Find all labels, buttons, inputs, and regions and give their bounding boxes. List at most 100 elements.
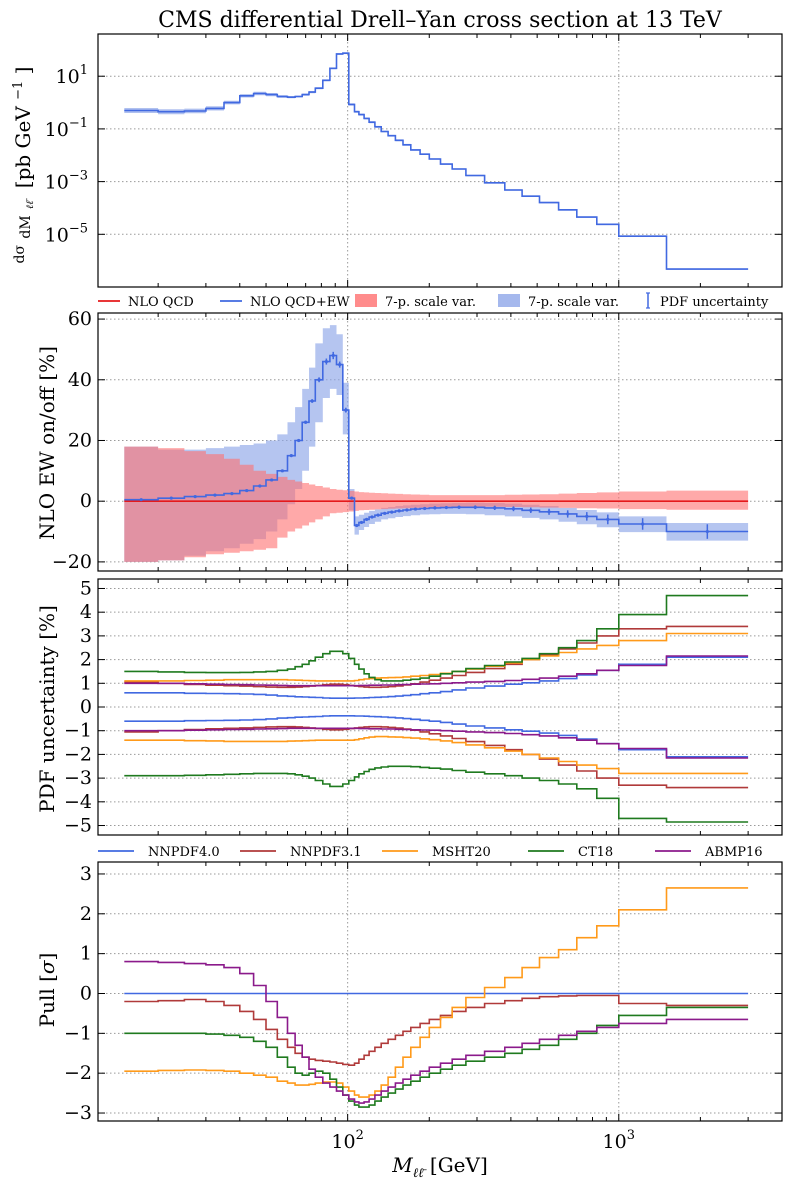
tick-base: 10 (603, 1131, 627, 1153)
y-tick-label: 2 (80, 649, 92, 671)
y-axis-label-pull: Pull [σ] (35, 953, 59, 1028)
x-axis-label: Mℓℓ̄ [GeV] (391, 1153, 488, 1181)
grid (98, 579, 782, 835)
data-point (413, 507, 418, 511)
tick-exponent: 2 (356, 1128, 364, 1143)
legend-label: 7-p. scale var. (385, 295, 476, 310)
plot-area (124, 887, 749, 1108)
ticks (98, 862, 783, 1121)
y-tick-label: −5 (64, 815, 92, 837)
x-label-unit: [GeV] (424, 1153, 488, 1177)
data-point (423, 506, 427, 511)
y-tick-label: 0 (80, 696, 92, 718)
data-point (304, 420, 308, 424)
series-line-MSHT20 (124, 887, 749, 1098)
legend-label: CT18 (578, 845, 613, 860)
data-point (213, 493, 217, 497)
y-label-num: dσ (12, 245, 28, 264)
y-tick-label: −4 (64, 791, 92, 813)
axes-frame (97, 861, 783, 1122)
y-label-den: dM (18, 215, 34, 238)
data-point (139, 498, 143, 502)
data-point (376, 513, 380, 517)
legend-label: NNPDF3.1 (290, 845, 362, 860)
y-tick-label: 3 (80, 863, 92, 885)
legend-entry: PDF uncertainty (646, 292, 769, 310)
plot-area (124, 325, 749, 562)
y-tick-label: 3 (80, 625, 92, 647)
y-tick-label: −3 (64, 767, 92, 789)
grid (98, 862, 782, 1121)
y-tick-label: 101 (56, 63, 88, 88)
data-point (511, 507, 516, 511)
data-point (457, 505, 461, 509)
legend-label: NNPDF4.0 (148, 845, 220, 860)
data-point (324, 359, 328, 364)
y-tick-label: −2 (64, 743, 92, 765)
series-line-CT18 (124, 1006, 749, 1108)
pull-label-prefix: Pull [ (35, 974, 59, 1027)
legend-entry: NNPDF3.1 (240, 845, 362, 860)
data-point (585, 514, 589, 518)
series-line-qcdew (124, 52, 749, 270)
data-point (641, 522, 645, 526)
y-tick-label: 4 (80, 601, 92, 623)
y-tick-label: 2 (80, 903, 92, 925)
legend-entry: NNPDF4.0 (98, 845, 220, 860)
y-tick-label: 10−3 (45, 169, 88, 194)
legend-patch (355, 294, 377, 307)
pull-label-suffix: ] (35, 953, 59, 961)
series-line-qcdew (124, 354, 749, 533)
legend-entry: NLO QCD+EW (220, 295, 350, 310)
series-line-upper-MSHT20 (124, 632, 749, 682)
y-tick-label: −1 (64, 720, 92, 742)
x-tick-label: 102 (331, 1128, 363, 1153)
y-tick-label: 0 (80, 490, 92, 512)
grid (98, 313, 782, 571)
chart-title: CMS differential Drell–Yan cross section… (158, 8, 723, 33)
y-label-den-sub: ℓℓ̄ (25, 198, 36, 209)
y-tick-label: 1 (80, 943, 92, 965)
series-line-upper-NNPDF4.0 (124, 656, 749, 699)
data-point (344, 408, 348, 412)
axes-frame (97, 578, 783, 836)
series-line-lower-CT18 (124, 765, 749, 823)
y-tick-label: 60 (68, 308, 92, 330)
data-point (370, 515, 374, 519)
y-tick-label: 40 (68, 369, 92, 391)
data-point (365, 517, 369, 522)
series-line-lower-NNPDF4.0 (124, 715, 749, 758)
tick-base: 10 (45, 172, 69, 194)
y-tick-label: 10−5 (45, 221, 88, 246)
legend-pdf-sets: NNPDF4.0 NNPDF3.1 MSHT20 CT18 ABMP16 (98, 845, 763, 860)
qcd-scale-band (124, 446, 749, 562)
data-point (444, 505, 448, 510)
y-axis-label-ew: NLO EW on/off [%] (35, 346, 59, 540)
series-line-ABMP16 (124, 960, 749, 1104)
data-point (390, 510, 394, 514)
tick-exponent: −3 (69, 169, 88, 184)
y-tick-label: −2 (64, 1062, 92, 1084)
data-point (359, 520, 364, 525)
x-tick-label: 103 (603, 1128, 635, 1153)
tick-exponent: −1 (69, 116, 88, 131)
y-tick-label: −3 (64, 1102, 92, 1124)
y-tick-label: 0 (80, 982, 92, 1004)
legend-ew: NLO QCD NLO QCD+EW 7-p. scale var. 7-p. sca… (98, 292, 769, 310)
y-tick-label: 5 (80, 577, 92, 599)
data-point (297, 438, 301, 443)
tick-base: 10 (56, 66, 80, 88)
data-point (493, 506, 497, 510)
axes-frame (97, 312, 783, 572)
tick-exponent: 3 (627, 1128, 635, 1143)
data-point (355, 523, 359, 528)
data-point (397, 509, 401, 513)
series-line-upper-CT18 (124, 594, 749, 682)
legend-label: NLO QCD (128, 295, 194, 310)
ew-ratio-panel: −20 0 20 40 60 (52, 308, 783, 573)
data-point (606, 517, 610, 522)
legend-entry: NLO QCD (98, 295, 194, 310)
